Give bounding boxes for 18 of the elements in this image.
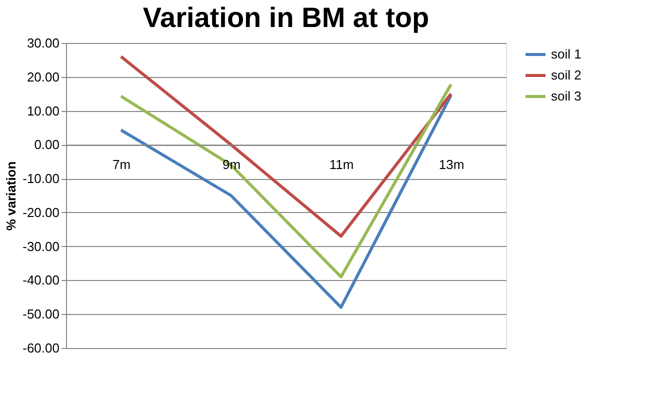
y-tick-label: 0.00: [34, 137, 60, 152]
legend-label: soil 3: [551, 88, 582, 104]
y-tick-label: 20.00: [26, 69, 60, 84]
y-tick-label: -30.00: [22, 238, 60, 254]
y-tick-label: -40.00: [22, 272, 60, 288]
y-axis-title: % variation: [4, 161, 19, 231]
legend-label: soil 2: [551, 68, 582, 82]
y-tick-label: 10.00: [26, 103, 60, 118]
y-tick-label: -50.00: [22, 306, 60, 322]
legend-label: soil 1: [551, 46, 582, 62]
x-tick-label: 11m: [329, 157, 354, 172]
x-tick-label: 13m: [438, 157, 464, 172]
x-tick-label: 7m: [112, 157, 131, 172]
y-tick-label: -60.00: [22, 340, 60, 356]
y-tick-label: -10.00: [22, 171, 60, 186]
y-tick-label: -20.00: [22, 204, 60, 220]
chart-title: Variation in BM at top: [142, 2, 430, 33]
y-tick-label: 30.00: [26, 36, 60, 50]
